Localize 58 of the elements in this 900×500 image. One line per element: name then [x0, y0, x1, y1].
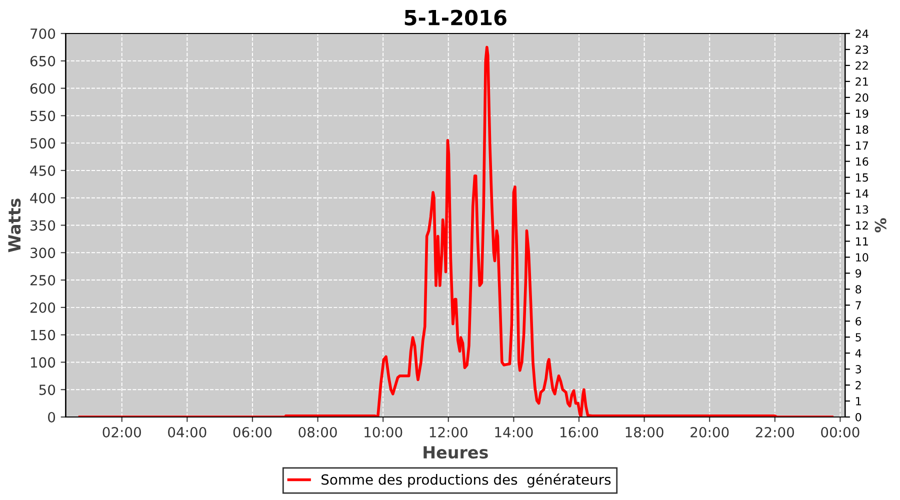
x-tick-label: 00:00 [821, 426, 860, 438]
y-tick-label: 300 [30, 248, 56, 258]
y-tick-label: 350 [30, 220, 56, 231]
legend-label: Somme des productions des générateurs [322, 474, 611, 488]
y-tick-label: 250 [30, 275, 56, 286]
y2-tick-label: 6 [856, 317, 862, 326]
y-tick-label: 650 [30, 56, 56, 66]
y2-tick-label: 21 [856, 77, 868, 86]
x-tick-label: 06:00 [233, 426, 272, 438]
y2-tick-label: 0 [856, 412, 862, 422]
y-tick-label: 550 [30, 110, 56, 122]
y2-tick-label: 2 [856, 381, 861, 390]
y2-tick-label: 9 [856, 269, 862, 278]
y2-tick-label: 5 [856, 333, 861, 342]
y2-tick-label: 12 [856, 221, 868, 230]
y2-tick-label: 20 [856, 93, 868, 102]
y2-tick-label: 23 [856, 45, 868, 54]
y-tick-label: 150 [30, 330, 56, 340]
y2-axis-title: % [874, 218, 886, 232]
x-tick-label: 18:00 [626, 426, 664, 438]
y2-tick-label: 4 [855, 349, 862, 358]
y-axis-title: Watts [8, 198, 21, 252]
y-tick-label: 700 [30, 28, 56, 39]
y-tick-label: 50 [39, 384, 56, 396]
y2-tick-label: 18 [856, 125, 868, 134]
y-tick-label: 400 [30, 192, 56, 204]
y2-tick-label: 13 [856, 205, 868, 214]
y-tick-label: 450 [30, 165, 56, 176]
x-tick-label: 14:00 [495, 426, 533, 438]
y2-tick-label: 1 [856, 397, 861, 406]
y2-tick-label: 17 [856, 141, 868, 150]
y2-tick-label: 3 [856, 365, 861, 374]
y2-tick-label: 11 [856, 237, 868, 246]
x-tick-label: 16:00 [560, 426, 598, 438]
x-tick-label: 10:00 [364, 426, 402, 438]
x-tick-label: 08:00 [298, 426, 337, 438]
x-tick-label: 04:00 [168, 426, 206, 438]
x-tick-label: 02:00 [102, 426, 141, 438]
y2-tick-label: 16 [856, 157, 868, 166]
x-axis-title: Heures [424, 446, 488, 459]
x-tick-label: 20:00 [690, 426, 729, 438]
y-tick-label: 600 [30, 83, 56, 94]
y-tick-label: 100 [30, 357, 56, 368]
line-series [78, 46, 834, 417]
y2-tick-label: 10 [856, 253, 868, 262]
y2-tick-label: 14 [856, 189, 868, 198]
y2-tick-label: 8 [856, 285, 862, 294]
y2-tick-label: 22 [856, 61, 868, 70]
x-tick-label: 22:00 [756, 426, 794, 438]
y2-tick-label: 19 [856, 109, 868, 118]
y-tick-label: 0 [48, 412, 56, 422]
chart-title: 5-1-2016 [404, 10, 506, 26]
x-tick-label: 12:00 [430, 426, 468, 438]
y2-tick-label: 15 [856, 173, 868, 182]
y2-tick-label: 24 [856, 29, 868, 38]
y2-tick-label: 7 [856, 301, 861, 310]
y-tick-label: 500 [30, 138, 56, 149]
y-tick-label: 200 [30, 302, 56, 313]
